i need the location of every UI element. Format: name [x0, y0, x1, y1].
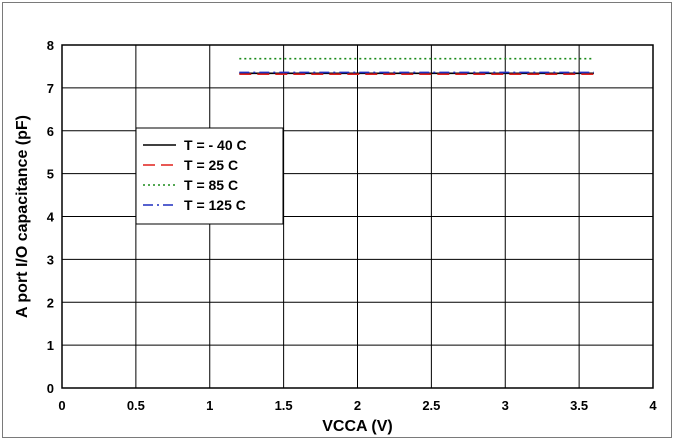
x-tick-label: 1	[206, 398, 213, 413]
x-tick-labels: 0 0.5 1 1.5 2 2.5 3 3.5 4	[58, 398, 657, 413]
y-tick-label: 4	[47, 210, 55, 225]
legend: T = - 40 C T = 25 C T = 85 C T = 125 C	[135, 127, 284, 225]
y-tick-label: 7	[47, 81, 54, 96]
x-tick-label: 3.5	[570, 398, 588, 413]
y-tick-label: 1	[47, 338, 54, 353]
x-tick-label: 0.5	[127, 398, 145, 413]
legend-label: T = 125 C	[184, 197, 246, 213]
y-tick-label: 5	[47, 167, 54, 182]
capacitance-chart: 0 0.5 1 1.5 2 2.5 3 3.5 4 0 1 2 3 4 5 6 7 8 VCCA (V) A p…	[14, 38, 657, 435]
series-lines	[239, 57, 594, 75]
plot-area	[61, 44, 654, 389]
legend-label: T = 25 C	[184, 157, 238, 173]
legend-box	[135, 127, 284, 225]
x-axis-label: VCCA (V)	[322, 418, 393, 435]
x-tick-label: 3	[502, 398, 509, 413]
legend-label: T = - 40 C	[184, 137, 247, 153]
y-tick-label: 0	[47, 381, 54, 396]
legend-label: T = 85 C	[184, 177, 238, 193]
x-tick-label: 4	[649, 398, 657, 413]
x-tick-label: 2	[354, 398, 361, 413]
x-tick-label: 2.5	[422, 398, 440, 413]
x-tick-label: 0	[58, 398, 65, 413]
y-tick-labels: 0 1 2 3 4 5 6 7 8	[47, 38, 55, 396]
y-tick-label: 8	[47, 38, 54, 53]
y-tick-label: 3	[47, 252, 54, 267]
chart-frame: 0 0.5 1 1.5 2 2.5 3 3.5 4 0 1 2 3 4 5 6 7 8 VCCA (V) A p…	[2, 2, 672, 438]
y-axis-label: A port I/O capacitance (pF)	[14, 115, 31, 318]
x-tick-label: 1.5	[275, 398, 293, 413]
y-tick-label: 2	[47, 295, 54, 310]
y-tick-label: 6	[47, 124, 54, 139]
